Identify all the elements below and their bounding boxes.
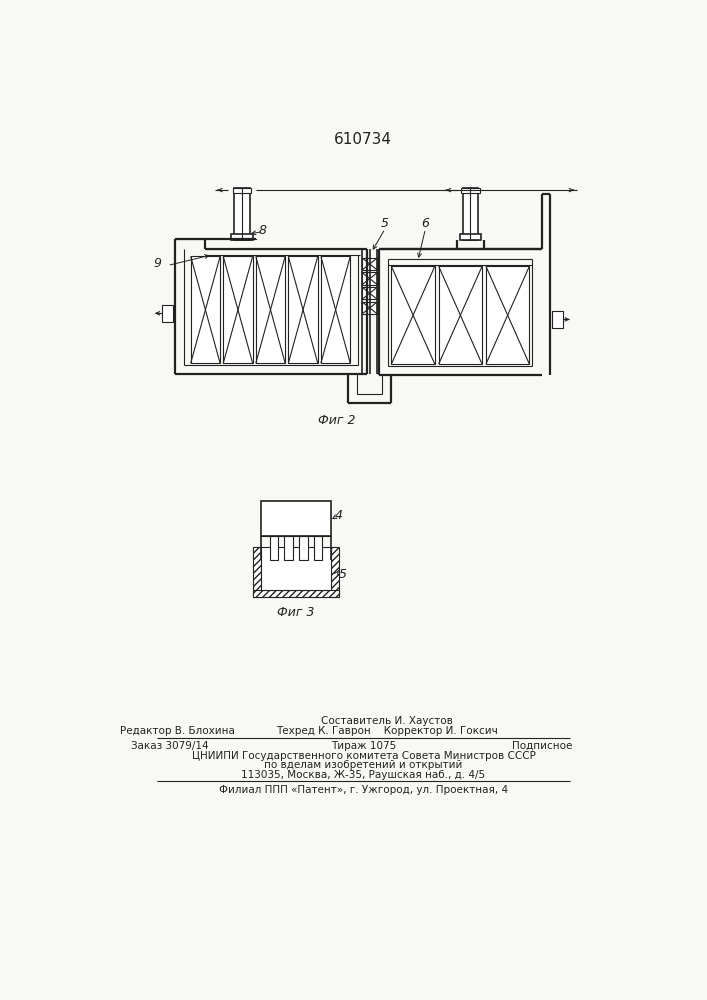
Bar bbox=[234, 188, 250, 240]
Bar bbox=[552, 311, 563, 328]
Bar bbox=[261, 501, 331, 536]
Bar bbox=[253, 547, 261, 597]
Text: Филиал ППП «Патент», г. Ужгород, ул. Проектная, 4: Филиал ППП «Патент», г. Ужгород, ул. Про… bbox=[219, 785, 508, 795]
Bar bbox=[253, 590, 339, 597]
Bar bbox=[314, 536, 322, 560]
Bar bbox=[331, 547, 339, 597]
Text: 8: 8 bbox=[259, 224, 267, 237]
Bar bbox=[392, 266, 435, 364]
Text: 5: 5 bbox=[339, 568, 346, 581]
Bar bbox=[462, 188, 478, 240]
Bar bbox=[438, 266, 482, 364]
Bar bbox=[162, 305, 173, 322]
Bar bbox=[261, 547, 331, 590]
Text: Редактор В. Блохина: Редактор В. Блохина bbox=[120, 726, 235, 736]
Bar bbox=[299, 536, 308, 560]
Bar bbox=[191, 256, 220, 363]
Bar bbox=[233, 188, 251, 193]
Bar bbox=[362, 302, 378, 314]
Bar bbox=[284, 536, 293, 560]
Text: 113035, Москва, Ж-35, Раушская наб., д. 4/5: 113035, Москва, Ж-35, Раушская наб., д. … bbox=[241, 770, 486, 780]
Bar bbox=[486, 266, 530, 364]
Text: 9: 9 bbox=[153, 257, 161, 270]
Bar bbox=[362, 287, 378, 299]
Bar bbox=[321, 256, 351, 363]
Text: 610734: 610734 bbox=[334, 132, 392, 147]
Text: Фиг 2: Фиг 2 bbox=[317, 414, 355, 427]
Text: Техред К. Гаврон    Корректор И. Гоксич: Техред К. Гаврон Корректор И. Гоксич bbox=[276, 726, 498, 736]
Text: 4: 4 bbox=[335, 509, 343, 522]
Bar bbox=[362, 258, 378, 270]
Bar bbox=[460, 234, 481, 240]
Bar bbox=[461, 188, 480, 193]
Bar bbox=[270, 536, 279, 560]
Text: 5: 5 bbox=[381, 217, 389, 230]
Text: 6: 6 bbox=[421, 217, 429, 230]
Text: Фиг 3: Фиг 3 bbox=[277, 606, 315, 619]
Text: по вделам изобретений и открытий: по вделам изобретений и открытий bbox=[264, 760, 462, 770]
Text: Подписное: Подписное bbox=[512, 741, 572, 751]
Bar bbox=[362, 272, 378, 285]
Text: Заказ 3079/14: Заказ 3079/14 bbox=[131, 741, 209, 751]
Text: ЦНИИПИ Государственного комитета Совета Министров СССР: ЦНИИПИ Государственного комитета Совета … bbox=[192, 751, 535, 761]
Bar bbox=[231, 234, 252, 240]
Bar bbox=[288, 256, 317, 363]
Text: Составитель И. Хаустов: Составитель И. Хаустов bbox=[321, 716, 452, 726]
Bar bbox=[256, 256, 285, 363]
Bar bbox=[223, 256, 252, 363]
Text: Тираж 1075: Тираж 1075 bbox=[331, 741, 396, 751]
